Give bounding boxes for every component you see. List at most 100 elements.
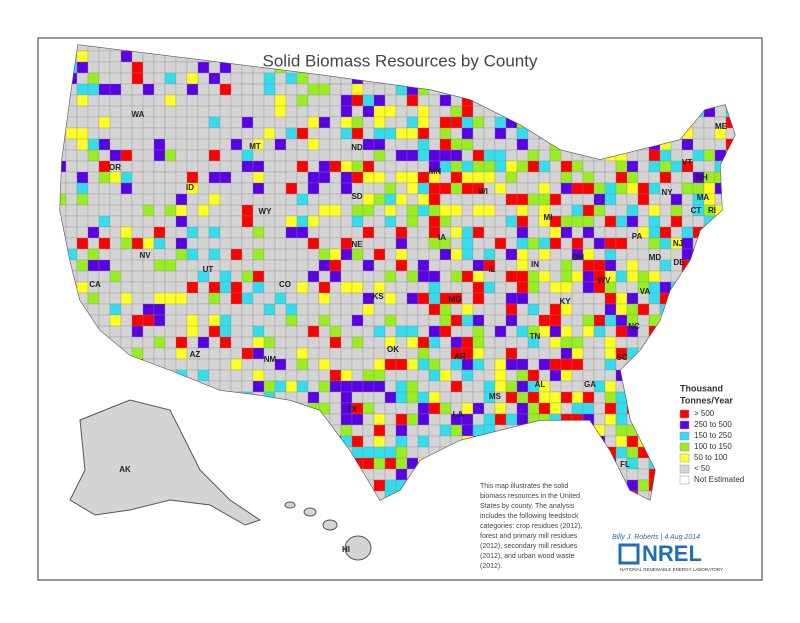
county-cell	[472, 292, 485, 305]
county-cell	[494, 171, 507, 184]
county-cell	[329, 325, 342, 338]
county-cell	[274, 226, 287, 239]
county-cell	[571, 237, 584, 250]
county-cell	[296, 303, 309, 316]
description-line: (2012).	[480, 563, 502, 570]
county-cell	[615, 270, 628, 283]
county-cell	[615, 226, 628, 239]
county-cell	[373, 160, 386, 173]
county-cell	[417, 105, 430, 118]
county-cell	[549, 248, 562, 261]
county-cell	[87, 160, 100, 173]
county-cell	[98, 226, 111, 239]
county-cell	[274, 160, 287, 173]
state-label: ID	[186, 183, 194, 192]
county-cell	[274, 358, 287, 371]
county-cell	[340, 336, 353, 349]
county-cell	[252, 160, 265, 173]
county-cell	[252, 83, 265, 96]
county-cell	[494, 182, 507, 195]
county-cell	[351, 259, 364, 272]
county-cell	[428, 215, 441, 228]
county-cell	[626, 259, 639, 272]
county-cell	[461, 413, 474, 426]
county-cell	[714, 105, 727, 118]
county-cell	[417, 171, 430, 184]
county-cell	[560, 226, 573, 239]
county-cell	[516, 138, 529, 151]
county-cell	[76, 281, 89, 294]
county-cell	[527, 171, 540, 184]
county-cell	[329, 259, 342, 272]
county-cell	[263, 303, 276, 316]
county-cell	[472, 149, 485, 162]
county-cell	[450, 248, 463, 261]
county-cell	[461, 336, 474, 349]
county-cell	[307, 259, 320, 272]
county-cell	[252, 325, 265, 338]
county-cell	[505, 413, 518, 426]
county-cell	[483, 237, 496, 250]
county-cell	[230, 182, 243, 195]
county-cell	[186, 314, 199, 327]
county-cell	[153, 171, 166, 184]
county-cell	[395, 402, 408, 415]
county-cell	[307, 171, 320, 184]
county-cell	[329, 226, 342, 239]
county-cell	[219, 248, 232, 261]
county-cell	[87, 83, 100, 96]
county-cell	[76, 248, 89, 261]
county-cell	[505, 259, 518, 272]
county-cell	[351, 413, 364, 426]
county-cell	[98, 215, 111, 228]
county-cell	[648, 171, 661, 184]
county-cell	[362, 248, 375, 261]
county-cell	[428, 424, 441, 437]
county-cell	[417, 402, 430, 415]
county-cell	[131, 237, 144, 250]
county-cell	[538, 391, 551, 404]
county-cell	[340, 413, 353, 426]
county-cell	[417, 248, 430, 261]
county-cell	[538, 171, 551, 184]
county-cell	[560, 336, 573, 349]
county-cell	[274, 303, 287, 316]
county-cell	[571, 226, 584, 239]
county-cell	[373, 83, 386, 96]
county-cell	[208, 358, 221, 371]
county-cell	[340, 215, 353, 228]
county-cell	[450, 193, 463, 206]
county-cell	[373, 347, 386, 360]
county-cell	[131, 259, 144, 272]
county-cell	[329, 171, 342, 184]
county-cell	[615, 402, 628, 415]
county-cell	[263, 193, 276, 206]
county-cell	[505, 270, 518, 283]
county-cell	[395, 314, 408, 327]
county-cell	[252, 237, 265, 250]
state-label: IA	[438, 233, 446, 242]
county-cell	[142, 325, 155, 338]
county-cell	[439, 325, 452, 338]
county-cell	[373, 94, 386, 107]
county-cell	[219, 314, 232, 327]
county-cell	[186, 248, 199, 261]
county-cell	[439, 336, 452, 349]
county-cell	[582, 226, 595, 239]
state-label: NE	[351, 240, 363, 249]
county-cell	[549, 259, 562, 272]
county-cell	[516, 303, 529, 316]
county-cell	[362, 259, 375, 272]
county-cell	[417, 424, 430, 437]
county-cell	[329, 358, 342, 371]
county-cell	[219, 237, 232, 250]
county-cell	[450, 259, 463, 272]
county-cell	[186, 270, 199, 283]
county-cell	[351, 94, 364, 107]
county-cell	[230, 149, 243, 162]
county-cell	[395, 171, 408, 184]
legend-title: Thousand	[680, 383, 723, 393]
county-cell	[318, 171, 331, 184]
county-cell	[252, 281, 265, 294]
county-cell	[120, 127, 133, 140]
